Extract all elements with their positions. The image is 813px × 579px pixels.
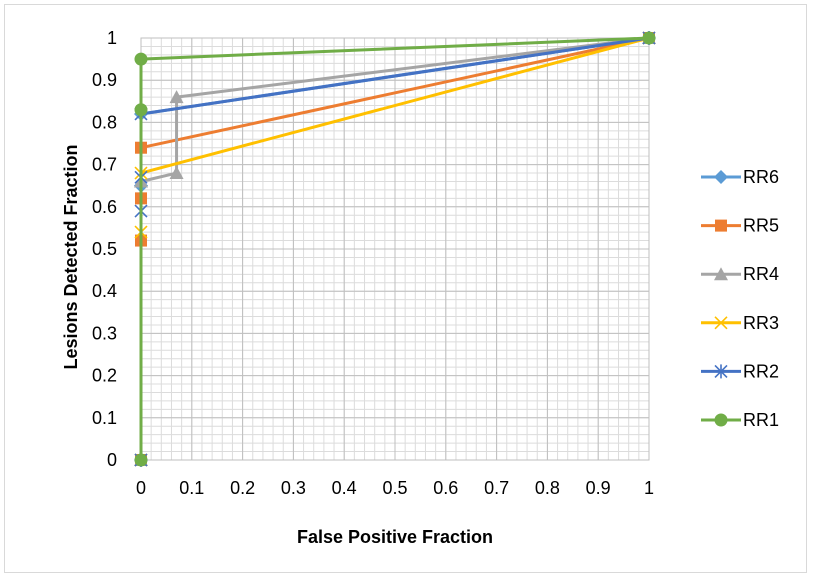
x-tick-label: 0.9 [586, 478, 611, 498]
legend-item-rr2: RR2 [701, 361, 779, 381]
legend-item-rr3: RR3 [701, 313, 779, 333]
data-point-rr1 [642, 31, 656, 45]
data-point-rr4 [169, 90, 184, 104]
y-tick-label: 0.9 [92, 70, 117, 90]
legend-label-rr6: RR6 [743, 167, 779, 187]
data-point-rr1 [134, 52, 148, 66]
x-tick-label: 0.6 [433, 478, 458, 498]
series-rr1 [134, 31, 656, 467]
legend-label-rr4: RR4 [743, 264, 779, 284]
x-tick-label: 0.7 [484, 478, 509, 498]
x-tick-label: 0.4 [332, 478, 357, 498]
y-tick-label: 0.7 [92, 155, 117, 175]
y-tick-label: 0.2 [92, 366, 117, 386]
x-tick-label: 0.8 [535, 478, 560, 498]
x-tick-label: 0.3 [281, 478, 306, 498]
legend-marker-rr6 [714, 170, 728, 184]
data-point-rr1 [134, 103, 148, 117]
chart-frame: 0 0.1 0.2 0.3 0.4 0.5 0.6 0.7 0.8 0.9 1 0 0.1 0.2 0.3… [4, 4, 807, 573]
legend-marker-rr1 [714, 413, 728, 427]
legend-marker-rr4 [714, 267, 728, 281]
series-line-rr1 [139, 36, 650, 460]
data-point-rr4 [169, 166, 184, 180]
legend-marker-rr5 [715, 219, 727, 232]
x-tick-labels: 0 0.1 0.2 0.3 0.4 0.5 0.6 0.7 0.8 0.9 1 [136, 478, 654, 498]
y-tick-labels: 0 0.1 0.2 0.3 0.4 0.5 0.6 0.7 0.8 0.9 1 [92, 28, 117, 470]
y-tick-label: 0.5 [92, 239, 117, 259]
marker-stroke [714, 316, 728, 330]
x-tick-label: 0.5 [382, 478, 407, 498]
x-tick-label: 1 [644, 478, 654, 498]
legend-item-rr6: RR6 [701, 167, 779, 187]
x-tick-label: 0 [136, 478, 146, 498]
legend-marker-rr3 [714, 316, 728, 330]
legend-label-rr5: RR5 [743, 216, 779, 236]
y-axis-title: Lesions Detected Fraction [61, 144, 81, 369]
x-tick-label: 0.1 [179, 478, 204, 498]
y-tick-label: 0.8 [92, 112, 117, 132]
series-layer [134, 31, 656, 467]
data-point-rr1 [134, 453, 148, 467]
legend-label-rr3: RR3 [743, 313, 779, 333]
legend-label-rr1: RR1 [743, 410, 779, 430]
y-tick-label: 1 [107, 28, 117, 48]
y-tick-label: 0.6 [92, 197, 117, 217]
y-tick-label: 0 [107, 450, 117, 470]
legend-label-rr2: RR2 [743, 361, 779, 381]
y-tick-label: 0.1 [92, 408, 117, 428]
legend-item-rr1: RR1 [701, 410, 779, 430]
x-tick-label: 0.2 [230, 478, 255, 498]
legend-marker-rr2 [714, 364, 728, 379]
y-tick-label: 0.4 [92, 281, 117, 301]
roc-chart: 0 0.1 0.2 0.3 0.4 0.5 0.6 0.7 0.8 0.9 1 0 0.1 0.2 0.3… [61, 28, 779, 547]
x-axis-title: False Positive Fraction [297, 527, 493, 547]
legend-item-rr5: RR5 [701, 216, 779, 236]
legend-item-rr4: RR4 [701, 264, 779, 284]
y-tick-label: 0.3 [92, 323, 117, 343]
legend: RR6 RR5 RR4 RR3 RR2 RR1 [701, 167, 779, 430]
